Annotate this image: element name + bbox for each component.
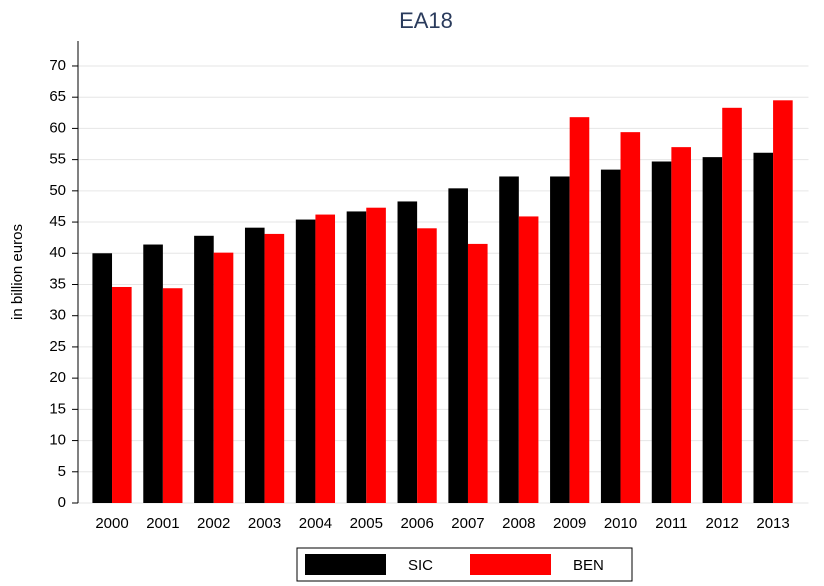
legend-box bbox=[296, 547, 633, 582]
bar bbox=[467, 243, 488, 504]
bar bbox=[753, 152, 774, 503]
bar bbox=[499, 176, 519, 503]
bar bbox=[722, 107, 742, 503]
bar bbox=[92, 253, 113, 503]
x-tick-label: 2010 bbox=[604, 515, 637, 532]
bar bbox=[315, 214, 336, 503]
x-tick-label: 2001 bbox=[146, 515, 179, 532]
y-axis-label: in billion euros bbox=[9, 224, 26, 320]
y-tick-label: 60 bbox=[49, 119, 66, 136]
chart-title: EA18 bbox=[399, 8, 453, 33]
bar bbox=[448, 188, 468, 503]
bar bbox=[264, 233, 285, 504]
y-tick-label: 35 bbox=[49, 275, 66, 292]
bar bbox=[417, 228, 437, 503]
x-tick-label: 2012 bbox=[706, 515, 739, 532]
bar bbox=[651, 161, 672, 503]
x-tick-label: 2006 bbox=[400, 515, 433, 532]
y-tick-label: 45 bbox=[49, 213, 66, 230]
y-tick-label: 40 bbox=[49, 244, 66, 261]
x-tick-label: 2009 bbox=[553, 515, 586, 532]
legend-swatch bbox=[305, 554, 386, 575]
bar bbox=[550, 176, 570, 503]
y-tick-label: 20 bbox=[49, 369, 66, 386]
y-tick-label: 0 bbox=[58, 494, 66, 511]
bar bbox=[620, 132, 641, 503]
y-tick-label: 5 bbox=[58, 463, 66, 480]
x-tick-label: 2003 bbox=[248, 515, 281, 532]
bar bbox=[112, 286, 132, 503]
bar bbox=[162, 288, 183, 503]
y-tick-label: 70 bbox=[49, 57, 66, 74]
bar bbox=[569, 117, 590, 503]
x-tick-label: 2013 bbox=[756, 515, 789, 532]
bar bbox=[366, 207, 386, 504]
x-tick-label: 2002 bbox=[197, 515, 230, 532]
bar bbox=[600, 169, 621, 503]
y-tick-label: 50 bbox=[49, 182, 66, 199]
bar bbox=[346, 211, 367, 503]
x-tick-label: 2011 bbox=[655, 515, 687, 532]
bar bbox=[518, 216, 539, 504]
legend-swatch bbox=[470, 554, 551, 575]
y-tick-label: 55 bbox=[49, 151, 66, 168]
x-tick-label: 2004 bbox=[299, 515, 332, 532]
bar bbox=[295, 219, 316, 503]
bar bbox=[213, 252, 234, 503]
bar bbox=[194, 235, 214, 503]
bar bbox=[671, 147, 691, 503]
x-tick-label: 2000 bbox=[95, 515, 128, 532]
legend-label: BEN bbox=[573, 557, 604, 574]
legend-label: SIC bbox=[408, 557, 433, 574]
bar bbox=[244, 227, 265, 503]
y-tick-label: 15 bbox=[49, 400, 66, 417]
bar bbox=[397, 201, 418, 503]
bar bbox=[702, 157, 723, 503]
x-tick-label: 2005 bbox=[350, 515, 383, 532]
x-tick-label: 2008 bbox=[502, 515, 535, 532]
y-tick-label: 30 bbox=[49, 307, 66, 324]
x-tick-label: 2007 bbox=[451, 515, 484, 532]
y-tick-label: 10 bbox=[49, 432, 66, 449]
y-tick-label: 65 bbox=[49, 88, 66, 105]
y-tick-label: 25 bbox=[49, 338, 66, 355]
bar bbox=[143, 244, 163, 503]
bar bbox=[773, 100, 793, 503]
